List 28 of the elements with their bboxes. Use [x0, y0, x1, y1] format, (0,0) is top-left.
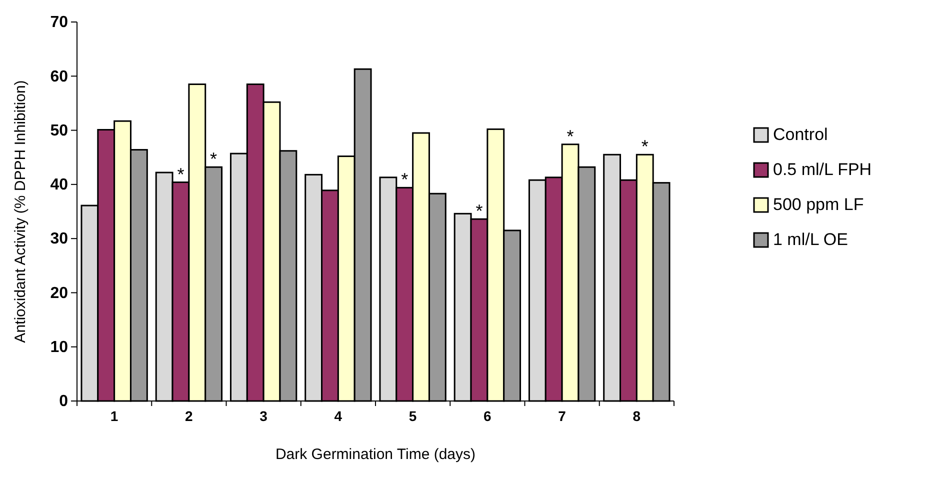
annotation: * — [177, 164, 184, 184]
y-tick-label: 30 — [50, 230, 68, 248]
x-tick-label: 4 — [334, 408, 342, 424]
x-tick-label: 3 — [260, 408, 268, 424]
y-tick-label: 70 — [50, 14, 68, 32]
y-tick-label: 0 — [59, 393, 68, 410]
legend-label: 500 ppm LF — [773, 195, 864, 214]
x-tick-label: 2 — [185, 408, 194, 424]
legend-label: 1 ml/L OE — [773, 230, 848, 249]
y-tick-label: 60 — [50, 68, 68, 86]
x-tick-label: 6 — [484, 408, 492, 424]
annotation: * — [476, 201, 483, 222]
x-tick-label: 7 — [558, 408, 566, 424]
y-tick-label: 10 — [50, 338, 68, 356]
annotation: * — [566, 126, 574, 146]
y-axis-title: Antioxidant Activity (% DPPH Inhibition) — [12, 80, 29, 343]
x-tick-label: 5 — [408, 408, 417, 424]
x-tick-label: 1 — [110, 408, 118, 424]
y-tick-label: 40 — [50, 176, 68, 194]
legend-label: 0.5 ml/L FPH — [773, 160, 872, 179]
x-axis-title: Dark Germination Time (days) — [275, 446, 476, 463]
annotation: * — [210, 149, 218, 170]
legend-label: Control — [773, 125, 828, 144]
y-tick-label: 20 — [50, 284, 68, 302]
annotation: * — [401, 170, 408, 190]
x-tick-label: 8 — [632, 408, 641, 424]
y-tick-label: 50 — [50, 122, 68, 140]
annotation: * — [641, 136, 648, 157]
